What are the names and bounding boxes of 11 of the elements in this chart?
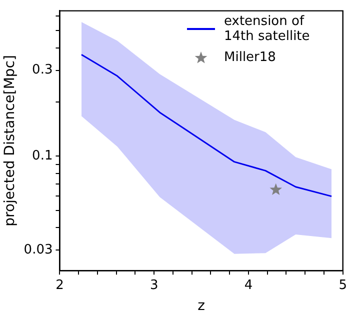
x-tick-label: 5 [338, 278, 348, 293]
x-axis-title: z [198, 298, 205, 314]
y-tick-label: 0.1 [32, 148, 53, 164]
x-tick-label: 2 [56, 278, 64, 293]
legend-label: Miller18 [224, 50, 277, 65]
y-axis-title: projected Distance[Mpc] [2, 55, 18, 226]
x-tick-label: 3 [150, 278, 158, 293]
x-tick-label: 4 [244, 278, 253, 293]
legend-label: extension of 14th satellite [224, 14, 311, 44]
y-tick-label: 0.3 [32, 62, 53, 78]
y-tick-label: 0.03 [24, 242, 53, 258]
